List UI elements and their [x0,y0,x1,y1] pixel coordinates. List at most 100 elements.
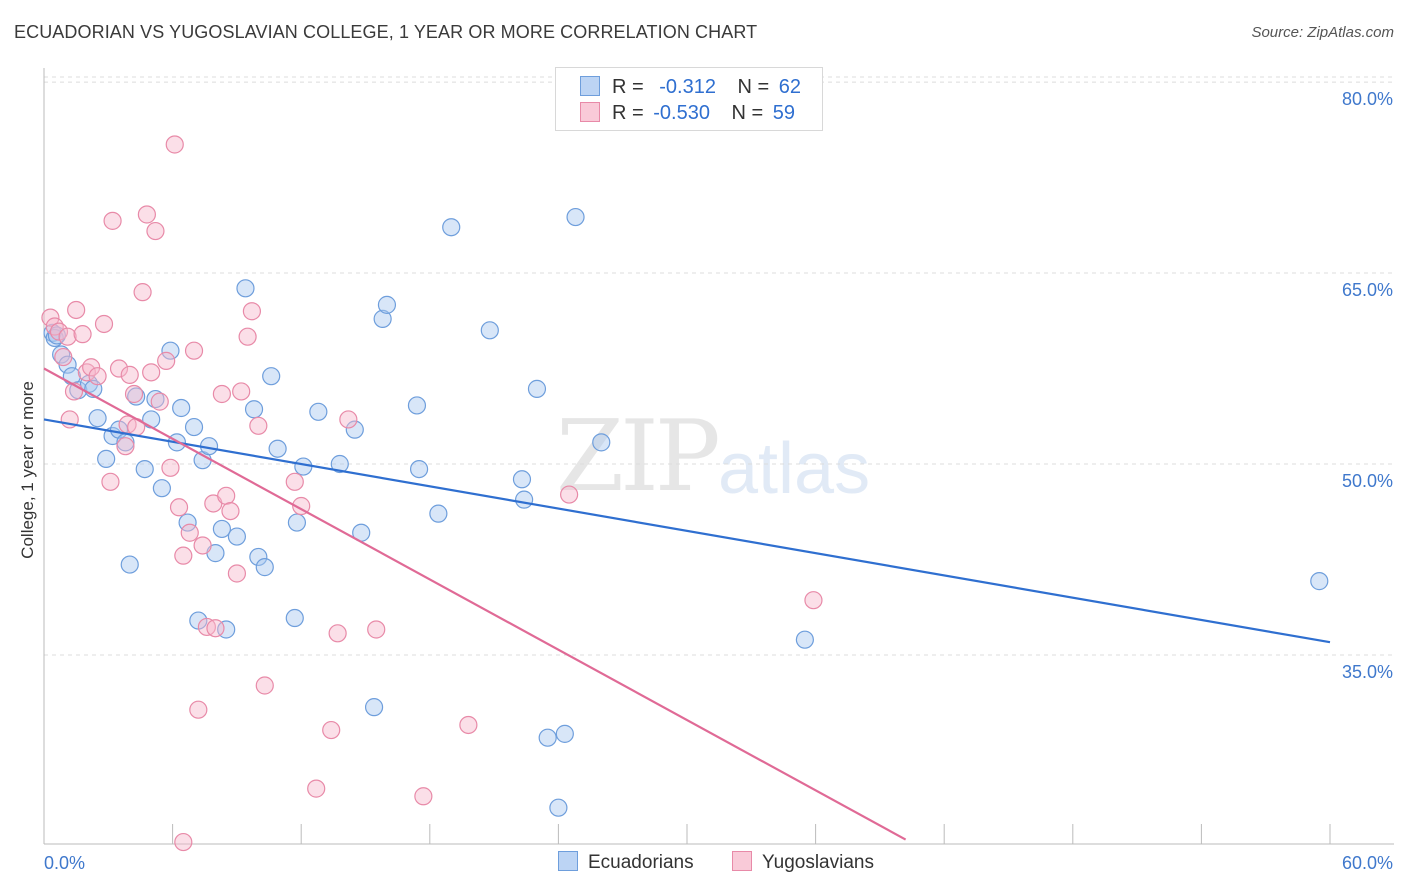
source-label: Source: ZipAtlas.com [1251,24,1394,41]
data-point-ecuadorian [330,454,349,474]
data-point-ecuadorian [538,728,557,747]
data-point-ecuadorian [161,341,180,360]
legend-r-value-1: -0.312 [659,76,716,98]
data-point-yugoslavian [101,472,120,491]
data-point-yugoslavian [109,359,129,378]
data-point-ecuadorian [294,457,313,476]
data-point-ecuadorian [255,558,274,577]
data-point-yugoslavian [189,700,208,719]
x-tick-label: 0.0% [44,853,85,873]
data-point-yugoslavian [212,384,231,404]
data-point-yugoslavian [161,458,180,477]
legend-row-ecuadorians: R = -0.312 N = 62 [580,76,801,100]
data-point-yugoslavian [238,327,257,346]
watermark-atlas: atlas [718,429,871,509]
bottom-legend-label-1: Ecuadorians [588,852,694,873]
data-point-ecuadorian [480,321,499,340]
data-point-ecuadorian [566,207,585,227]
data-point-ecuadorian [592,433,611,452]
data-point-ecuadorian [249,547,268,567]
data-point-yugoslavian [307,779,326,798]
data-point-yugoslavian [157,351,176,370]
data-point-ecuadorian [1310,572,1329,591]
data-point-ecuadorian [515,490,534,509]
data-point-yugoslavian [41,308,60,327]
data-point-ecuadorian [512,470,532,489]
data-point-yugoslavian [206,619,225,638]
data-point-ecuadorian [285,608,304,628]
correlation-legend: R = -0.312 N = 62 R = -0.530 N = 59 [555,67,823,131]
data-point-ecuadorian [244,400,264,419]
x-tick-label: 60.0% [1342,853,1393,873]
data-point-ecuadorian [287,513,307,532]
y-tick-label: 80.0% [1342,89,1393,109]
data-point-ecuadorian [795,630,814,649]
data-point-ecuadorian [407,396,427,415]
tick-labels: 35.0% 50.0% 65.0% 80.0% 0.0% 60.0% [44,89,1393,873]
data-point-ecuadorian [227,527,246,546]
grid-lines [44,76,1394,656]
data-point-ecuadorian [373,309,392,328]
bottom-legend-label-2: Yugoslavians [762,852,874,873]
data-point-yugoslavian [255,676,274,695]
legend-n-value-2: 59 [772,102,796,124]
data-point-ecuadorian [364,698,384,717]
data-point-yugoslavian [120,365,139,384]
data-point-ecuadorian [88,409,107,428]
blue-swatch [580,76,600,96]
legend-r-value-2: -0.530 [653,102,710,124]
data-point-yugoslavian [242,302,262,321]
data-point-ecuadorian [97,449,116,469]
data-point-yugoslavian [94,314,114,334]
data-point-yugoslavian [560,485,579,504]
y-tick-label: 50.0% [1342,471,1393,491]
data-point-yugoslavian [49,322,69,341]
legend-n-label-1: N = [737,76,770,98]
data-point-yugoslavian [133,283,152,302]
legend-row-yugoslavians: R = -0.530 N = 59 [580,102,795,126]
data-point-yugoslavian [221,502,240,521]
data-point-yugoslavian [249,416,268,435]
data-point-yugoslavian [414,787,433,806]
data-point-yugoslavian [165,135,184,154]
data-point-yugoslavian [103,211,122,230]
data-point-ecuadorian [268,439,287,458]
data-point-yugoslavian [285,472,304,491]
axes [43,68,1394,845]
data-point-ecuadorian [52,345,71,364]
data-point-yugoslavian [137,205,156,224]
y-tick-label: 35.0% [1342,662,1393,682]
blue-swatch [558,851,578,871]
data-point-yugoslavian [88,367,107,386]
data-point-yugoslavian [339,410,358,429]
data-point-yugoslavian [180,523,199,542]
data-point-yugoslavian [459,715,478,735]
data-point-yugoslavian [232,382,251,401]
pink-swatch [732,851,752,871]
data-point-ecuadorian [212,519,231,539]
data-point-yugoslavian [169,498,189,517]
data-point-ecuadorian [527,379,547,398]
data-point-ecuadorian [236,279,255,298]
series-ecuadorians-points [43,207,1329,817]
y-tick-label: 65.0% [1342,280,1393,300]
data-point-ecuadorian [262,367,281,386]
legend-n-value-1: 62 [778,76,802,98]
data-point-ecuadorian [549,798,568,817]
data-point-yugoslavian [193,536,212,555]
data-point-ecuadorian [127,387,146,406]
data-point-ecuadorian [409,459,429,479]
data-point-yugoslavian [124,384,144,404]
data-point-ecuadorian [152,479,171,498]
data-point-yugoslavian [58,327,77,346]
data-point-yugoslavian [73,325,92,344]
y-axis-label: College, 1 year or more [18,381,37,559]
data-point-ecuadorian [345,420,364,439]
data-point-yugoslavian [217,486,236,505]
trend-line-yugoslavians [43,367,907,841]
legend-r-label-1: R = [612,76,644,98]
bottom-legend-yugoslavians: Yugoslavians [732,851,874,874]
data-point-ecuadorian [142,410,161,429]
data-point-ecuadorian [377,295,397,314]
chart-title: ECUADORIAN VS YUGOSLAVIAN COLLEGE, 1 YEA… [14,22,758,42]
